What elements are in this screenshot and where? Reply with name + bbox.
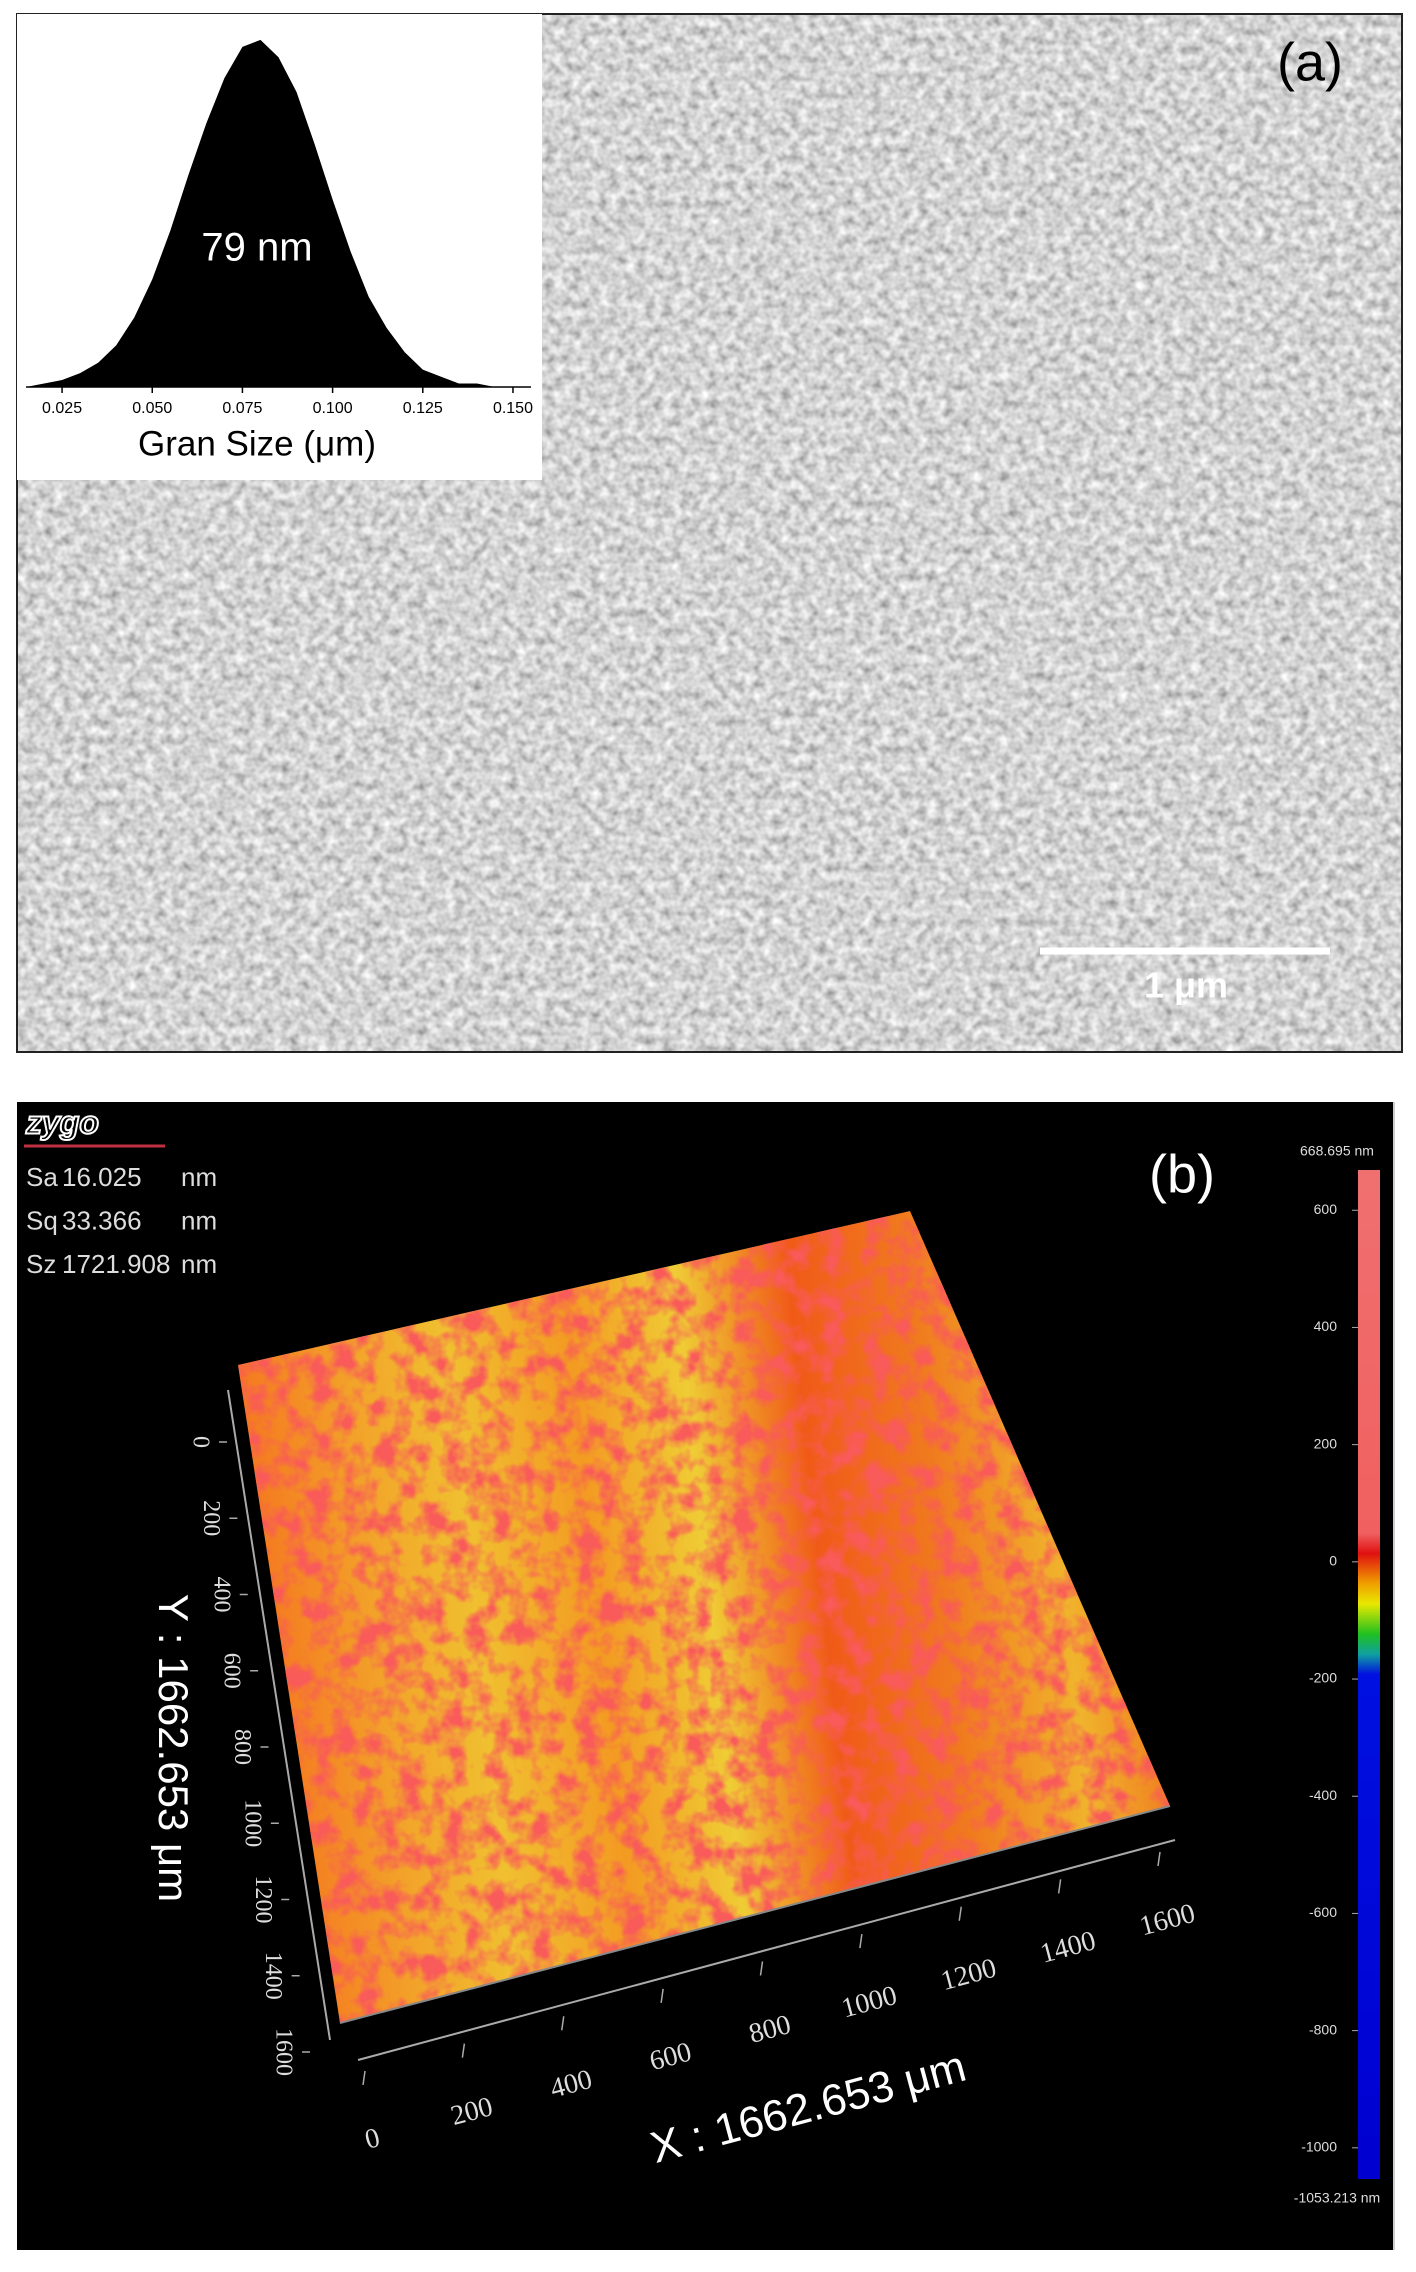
colorbar-tick-label: 600 — [1314, 1201, 1338, 1217]
colorbar-tick-label: -200 — [1309, 1670, 1337, 1686]
x-tick-label: 0.075 — [222, 400, 262, 417]
y-axis-line — [227, 1389, 331, 2041]
y-tick-label: 600 — [219, 1653, 245, 1689]
colorbar-tick-label: -400 — [1309, 1787, 1337, 1803]
distribution-area — [26, 39, 513, 388]
x-axis-title: Gran Size (μm) — [138, 424, 376, 463]
colorbar-min-label: -1053.213 nm — [1294, 2190, 1380, 2206]
x-tick-label: 0.100 — [313, 400, 353, 417]
y-tick-label: 0 — [187, 1436, 213, 1448]
inset-chart: 0.025 0.050 0.075 0.100 0.125 0.150 79 nm Gran … — [26, 39, 533, 463]
stat-value: 16.025 — [62, 1162, 142, 1192]
panel-label: (b) — [1149, 1144, 1215, 1204]
panel-border — [16, 13, 1403, 1053]
colorbar-tick-label: 400 — [1314, 1318, 1338, 1334]
y-axis-title: Y : 1662.653 μm — [150, 1594, 197, 1902]
y-tick-label: 200 — [198, 1500, 224, 1536]
x-tick — [859, 1934, 863, 1949]
x-tick — [461, 2043, 466, 2058]
panel-a: (a) 1 μm 0.025 0.050 0.075 0.100 0.125 0.150 7… — [16, 13, 1403, 1053]
stat-unit: nm — [181, 1249, 217, 1279]
x-tick — [362, 2070, 366, 2086]
x-tick-label: 0.025 — [42, 400, 82, 417]
y-tick-label: 800 — [229, 1729, 255, 1765]
stat-value: 33.366 — [62, 1205, 142, 1235]
stat-unit: nm — [181, 1162, 217, 1192]
x-tick — [561, 2016, 565, 2031]
x-tick-label: 0.150 — [493, 400, 533, 417]
panel-b: zygo (b) Sa 16.025 nm Sq 33.366 nm Sz 1721.908 n… — [17, 1102, 1395, 2250]
colorbar — [1358, 1170, 1380, 2179]
y-tick-label: 1400 — [260, 1952, 286, 2000]
stat-name: Sz — [26, 1249, 56, 1279]
x-tick — [958, 1906, 962, 1921]
stat-name: Sq — [26, 1205, 58, 1235]
logo: zygo — [25, 1104, 99, 1140]
x-tick-label: 0.050 — [132, 400, 172, 417]
colorbar-tick-label: -1000 — [1301, 2139, 1337, 2155]
y-tick-label: 1200 — [250, 1876, 276, 1924]
annotation: 79 nm — [201, 226, 312, 270]
colorbar-max-label: 668.695 nm — [1300, 1143, 1374, 1159]
y-tick-label: 1000 — [239, 1799, 265, 1847]
colorbar-tick-label: -600 — [1309, 1904, 1337, 1920]
x-axis-line — [357, 1839, 1176, 2061]
colorbar-tick-label: -800 — [1309, 2021, 1337, 2037]
stat-name: Sa — [26, 1162, 58, 1192]
y-tick-label: 400 — [208, 1577, 234, 1613]
colorbar-tick-label: 0 — [1329, 1553, 1337, 1569]
y-tick-label: 1600 — [270, 2028, 296, 2076]
panel-label: (a) — [1277, 32, 1343, 92]
x-tick-label: 0.125 — [403, 400, 443, 417]
x-tick — [759, 1961, 764, 1976]
surface-edge — [339, 1805, 1171, 2024]
stat-value: 1721.908 — [62, 1249, 170, 1279]
x-tick — [1157, 1851, 1161, 1867]
surface-texture — [238, 1211, 1170, 2023]
x-tick — [1057, 1879, 1062, 1894]
colorbar-tick-label: 200 — [1314, 1435, 1338, 1451]
x-tick — [660, 1988, 664, 2003]
scale-bar-label: 1 μm — [1144, 965, 1228, 1006]
stat-unit: nm — [181, 1205, 217, 1235]
